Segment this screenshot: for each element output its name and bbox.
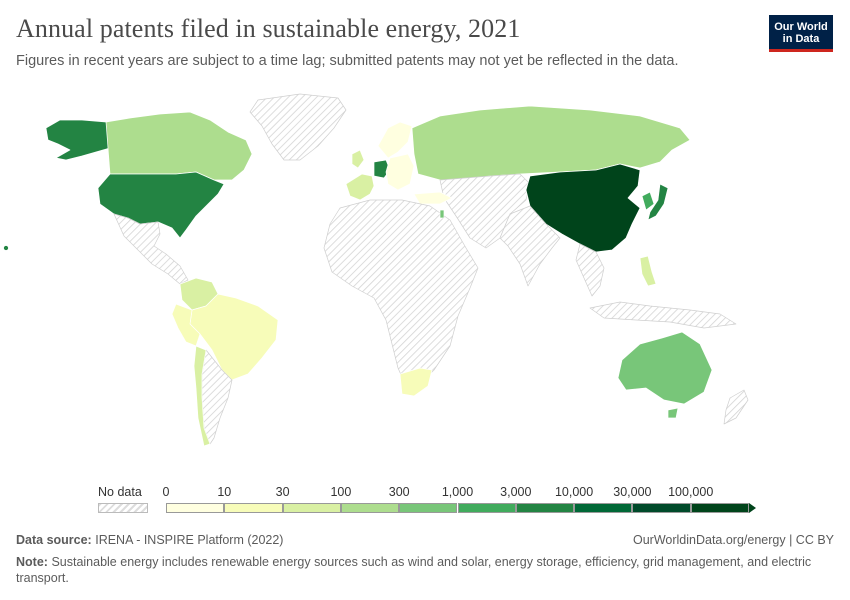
legend-bin[interactable]	[166, 503, 225, 513]
legend-bin[interactable]	[690, 503, 749, 513]
europe-west-region[interactable]	[345, 173, 375, 201]
australia-region[interactable]	[617, 331, 713, 405]
israel-region[interactable]	[439, 209, 445, 219]
legend-bin[interactable]	[340, 503, 400, 513]
legend-tick-label: 30	[275, 485, 290, 499]
legend-bin[interactable]	[632, 503, 691, 513]
world-map	[3, 93, 749, 447]
logo-line-2: in Data	[782, 33, 820, 45]
footer-link[interactable]: OurWorldinData.org/energy | CC BY	[632, 533, 834, 547]
south-korea-region[interactable]	[641, 191, 655, 211]
legend-bin[interactable]	[457, 503, 516, 513]
alaska-region[interactable]	[45, 119, 113, 161]
legend-bin[interactable]	[282, 503, 341, 513]
philippines-region[interactable]	[639, 255, 657, 287]
brazil-region[interactable]	[189, 293, 279, 381]
footer-note-label: Note:	[16, 555, 48, 569]
legend-tick-label: 10	[217, 485, 232, 499]
legend-tick-label: 10,000	[554, 485, 594, 499]
legend-tick-label: 100,000	[668, 485, 714, 499]
legend-tick-label: 30,000	[613, 485, 652, 499]
south-africa-region[interactable]	[399, 367, 433, 397]
legend-tick-label: 1,000	[441, 485, 474, 499]
japan-region[interactable]	[647, 183, 669, 221]
southeast-asia-region[interactable]	[575, 243, 605, 297]
data-source-label: Data source:	[16, 533, 92, 547]
usa-region[interactable]	[97, 171, 225, 239]
data-source: Data source: IRENA - INSPIRE Platform (2…	[16, 533, 283, 547]
legend-bin[interactable]	[574, 503, 633, 513]
legend-tick-label: 100	[330, 485, 352, 499]
hawaii-region[interactable]	[3, 245, 9, 251]
indonesia-region[interactable]	[589, 301, 737, 329]
tasmania-region[interactable]	[667, 407, 679, 419]
chile-region[interactable]	[193, 345, 211, 447]
legend-nodata-label: No data	[98, 485, 142, 499]
turkey-region[interactable]	[413, 191, 453, 205]
new-zealand-region[interactable]	[723, 389, 749, 425]
russia-region[interactable]	[411, 105, 691, 181]
eastern-europe-region[interactable]	[385, 153, 415, 191]
legend-arrow	[749, 503, 756, 513]
legend-tick-label: 300	[388, 485, 410, 499]
footer-note: Note: Sustainable energy includes renewa…	[16, 554, 816, 586]
mexico-region[interactable]	[113, 213, 189, 285]
color-legend: No data 0 10 30 100 300 1,000 3,000 10,000 30,00…	[0, 478, 850, 518]
chart-subtitle: Figures in recent years are subject to a…	[16, 53, 679, 69]
india-region[interactable]	[499, 205, 561, 287]
legend-bin[interactable]	[515, 503, 575, 513]
uk-region[interactable]	[351, 149, 365, 169]
legend-tick-label: 3,000	[500, 485, 532, 499]
canada-region[interactable]	[105, 111, 253, 181]
legend-bin[interactable]	[224, 503, 283, 513]
owid-logo[interactable]: Our World in Data	[769, 15, 833, 52]
legend-bin[interactable]	[399, 503, 458, 513]
africa-region[interactable]	[323, 199, 479, 387]
greenland-region[interactable]	[249, 93, 347, 161]
scandinavia-region[interactable]	[377, 121, 413, 159]
footer-note-text: Sustainable energy includes renewable en…	[16, 555, 812, 585]
legend-nodata-swatch[interactable]	[98, 503, 148, 513]
data-source-text[interactable]: IRENA - INSPIRE Platform (2022)	[95, 533, 284, 547]
legend-tick-label: 0	[162, 485, 170, 499]
chart-title: Annual patents filed in sustainable ener…	[16, 14, 521, 43]
logo-line-1: Our World	[774, 21, 828, 33]
